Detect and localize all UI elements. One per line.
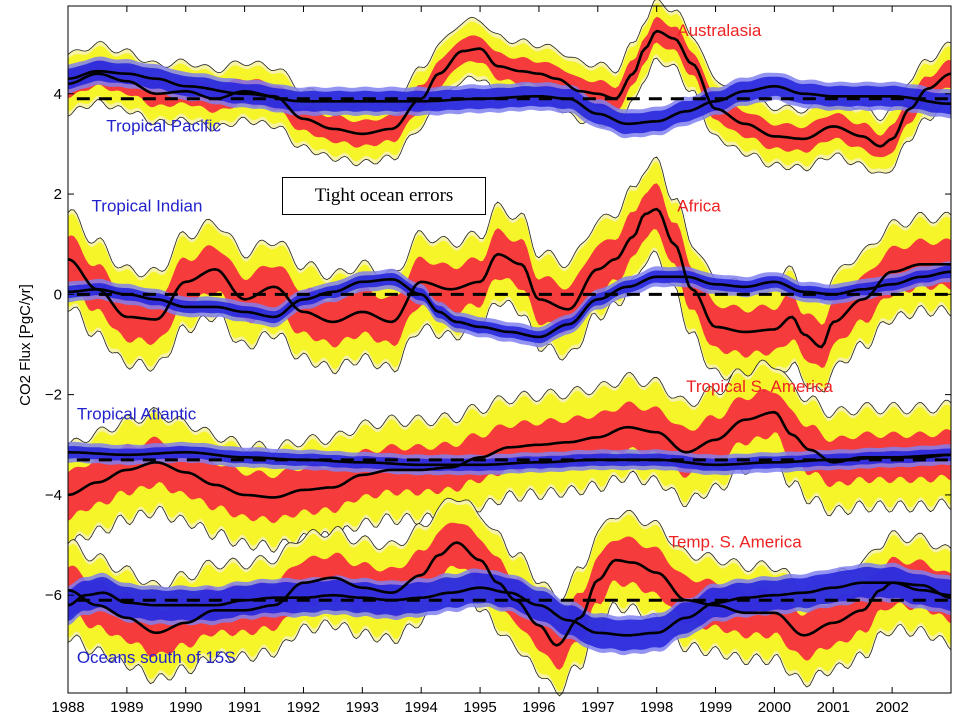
ocean-band-inner-3 <box>68 566 951 651</box>
ocean-series-line-2 <box>68 451 951 467</box>
land-series-line-1 <box>67 207 951 349</box>
x-tick-label-8: 1996 <box>522 699 555 716</box>
y-tick-label-3: −2 <box>45 387 62 404</box>
x-tick-label-14: 2002 <box>875 699 908 716</box>
land-region-label-6: Temp. S. America <box>668 533 802 552</box>
x-tick-label-11: 1999 <box>699 699 732 716</box>
ocean-region-label-1: Tropical Pacific <box>106 116 221 135</box>
land-band-inner-0 <box>68 16 951 158</box>
land-region-label-4: Tropical S. America <box>686 377 833 396</box>
ocean-series-line-0 <box>67 69 952 126</box>
x-tick-label-13: 2001 <box>817 699 850 716</box>
y-tick-label-5: −6 <box>45 587 62 604</box>
land-region-label-0: Australasia <box>677 21 762 40</box>
x-tick-label-0: 1988 <box>51 699 84 716</box>
y-tick-label-1: 2 <box>54 186 62 203</box>
land-band-inner-1 <box>68 183 951 368</box>
x-axis-ticks: 1988 1989 1990 1991 1992 1993 1994 1995 1996 1997… <box>51 6 909 716</box>
land-series-line-0 <box>67 29 952 148</box>
x-tick-label-3: 1991 <box>228 699 261 716</box>
ocean-series-line-1 <box>68 270 952 339</box>
ocean-region-label-3: Tropical Indian <box>92 197 203 216</box>
land-region-label-2: Africa <box>677 197 721 216</box>
ocean-region-label-7: Oceans south of 15S <box>77 648 236 667</box>
land-series-line-3 <box>67 541 952 647</box>
region-labels: Australasia Tropical Pacific Africa Tropica… <box>77 21 834 667</box>
y-tick-label-2: 0 <box>54 286 62 303</box>
land-series-line-2 <box>67 410 952 499</box>
reference-lines <box>76 97 949 602</box>
ocean-series-line-3 <box>67 581 952 637</box>
x-tick-label-12: 2000 <box>758 699 791 716</box>
x-tick-label-2: 1990 <box>169 699 202 716</box>
x-tick-label-10: 1998 <box>640 699 673 716</box>
x-tick-label-4: 1992 <box>287 699 320 716</box>
y-tick-label-4: −4 <box>45 487 62 504</box>
ocean-region-label-5: Tropical Atlantic <box>77 405 197 424</box>
x-tick-label-9: 1997 <box>581 699 614 716</box>
series-lines <box>67 29 952 647</box>
x-tick-label-6: 1994 <box>405 699 438 716</box>
plot-frame <box>67 5 952 694</box>
x-tick-label-7: 1995 <box>463 699 496 716</box>
x-tick-label-5: 1993 <box>346 699 379 716</box>
annotation-box: Tight ocean errors <box>282 177 486 215</box>
y-tick-label-0: 4 <box>54 86 62 103</box>
y-axis-ticks: 4 2 0 −2 −4 −6 <box>45 86 951 604</box>
y-axis-label: CO2 Flux [PgC/yr] <box>17 284 34 406</box>
x-tick-label-1: 1989 <box>110 699 143 716</box>
